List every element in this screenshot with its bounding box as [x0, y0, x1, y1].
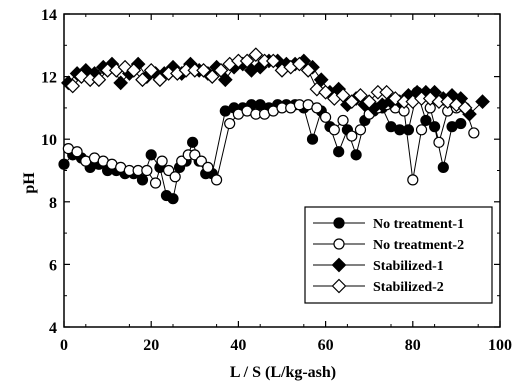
data-point [433, 136, 445, 148]
data-point [335, 88, 351, 103]
data-point [346, 130, 358, 142]
data-point [149, 177, 162, 189]
data-point [407, 174, 419, 186]
data-point [379, 84, 394, 100]
data-point [126, 62, 142, 78]
data-point [415, 124, 428, 136]
legend: No treatment-1 No treatment-2 Stabilized-1… [304, 206, 493, 304]
legend-item: No treatment-1 [313, 217, 464, 232]
data-point [91, 72, 107, 88]
legend-item: Stabilized-2 [313, 278, 444, 295]
y-tick-label: 6 [49, 257, 57, 274]
data-point [311, 102, 323, 114]
legend-marker [333, 238, 345, 250]
data-point [167, 193, 179, 205]
data-point [354, 124, 367, 136]
data-point [437, 161, 449, 173]
data-point [344, 94, 360, 109]
data-point [265, 53, 281, 69]
data-point [156, 155, 168, 167]
y-axis-ticks: 4 6 8 10 12 14 [41, 7, 500, 337]
series-layer [58, 47, 490, 205]
legend-marker [331, 257, 347, 273]
y-tick-label: 4 [49, 320, 57, 337]
x-axis-label: L / S (L/kg-ash) [230, 364, 336, 381]
data-point [457, 100, 473, 116]
data-point [300, 62, 316, 78]
x-tick-label: 80 [405, 337, 421, 354]
legend-label: Stabilized-1 [373, 259, 444, 274]
series-4 [65, 47, 473, 116]
data-point [350, 149, 362, 161]
data-point [58, 158, 70, 170]
data-point [113, 75, 129, 91]
y-tick-label: 12 [41, 70, 57, 87]
data-point [468, 127, 480, 139]
data-point [202, 161, 214, 173]
data-point [333, 146, 345, 158]
data-point [320, 111, 332, 123]
legend-label: No treatment-2 [373, 238, 464, 253]
legend-marker [331, 278, 347, 294]
data-point [306, 133, 319, 145]
x-tick-label: 20 [143, 337, 159, 354]
data-point [248, 47, 264, 63]
y-tick-label: 14 [41, 7, 57, 24]
y-tick-label: 10 [41, 132, 57, 149]
x-tick-label: 100 [488, 337, 512, 354]
data-point [196, 62, 211, 78]
data-point [136, 174, 149, 186]
data-point [402, 124, 415, 136]
data-point [135, 72, 150, 88]
data-point [187, 136, 199, 148]
data-point [475, 94, 490, 109]
legend-label: No treatment-1 [373, 217, 464, 232]
x-axis-ticks: 0 20 40 60 80 100 [60, 14, 512, 354]
data-point [152, 72, 168, 88]
data-point [224, 117, 236, 130]
data-point [143, 62, 159, 78]
legend-marker [333, 217, 345, 229]
data-point [420, 114, 432, 127]
data-point [71, 146, 83, 158]
data-point [141, 164, 153, 177]
data-point [455, 117, 467, 130]
data-point [169, 171, 181, 183]
y-tick-label: 8 [49, 195, 57, 212]
data-point [213, 62, 229, 78]
data-point [318, 84, 333, 100]
y-axis-label: pH [21, 172, 38, 194]
data-point [65, 78, 81, 94]
x-tick-label: 0 [60, 337, 68, 354]
data-point [292, 56, 307, 72]
data-point [353, 88, 368, 103]
data-point [211, 174, 223, 186]
series-2 [62, 99, 480, 189]
data-point [204, 69, 220, 84]
data-point [145, 149, 157, 161]
data-point [239, 53, 255, 69]
data-point [361, 94, 377, 109]
x-tick-label: 60 [318, 337, 334, 354]
legend-item: No treatment-2 [313, 238, 464, 253]
legend-item: Stabilized-1 [313, 257, 444, 274]
legend-label: Stabilized-2 [373, 280, 444, 295]
data-point [337, 114, 349, 127]
x-tick-label: 40 [230, 337, 246, 354]
data-point [328, 124, 340, 136]
